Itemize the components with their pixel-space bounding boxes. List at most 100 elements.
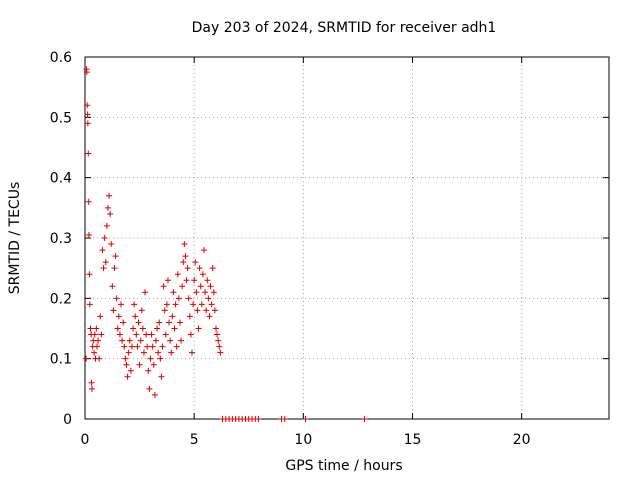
data-point <box>209 265 216 272</box>
data-point <box>168 349 175 356</box>
data-point <box>132 313 139 320</box>
data-point <box>145 367 152 374</box>
data-point <box>213 325 219 332</box>
data-point <box>162 331 169 338</box>
data-point <box>94 343 101 350</box>
data-point <box>121 343 128 350</box>
data-point <box>217 349 224 356</box>
data-point <box>203 307 210 314</box>
data-point <box>113 295 120 302</box>
data-point <box>109 283 116 290</box>
plot-frame <box>84 56 610 420</box>
data-point <box>88 385 95 392</box>
data-point <box>171 325 178 332</box>
data-point <box>103 222 110 229</box>
data-point <box>151 391 158 398</box>
data-point <box>95 337 102 344</box>
data-point <box>198 301 205 308</box>
data-point <box>202 289 209 296</box>
data-point <box>127 367 134 374</box>
data-point <box>205 295 212 302</box>
data-point <box>124 373 131 380</box>
data-point <box>157 355 164 362</box>
data-point <box>190 301 197 308</box>
data-point <box>159 343 166 350</box>
grid-lines <box>85 57 609 419</box>
data-point <box>200 247 207 254</box>
data-point <box>216 343 223 350</box>
data-point <box>281 416 288 422</box>
data-point <box>214 331 221 338</box>
data-point <box>188 349 195 356</box>
data-point <box>215 337 222 344</box>
x-tick-label: 10 <box>294 432 312 448</box>
data-point <box>97 313 104 320</box>
data-point <box>100 265 107 272</box>
y-tick-label: 0.1 <box>50 352 72 368</box>
data-point <box>150 361 157 368</box>
data-point <box>160 283 167 290</box>
data-point <box>179 283 186 290</box>
data-point <box>176 319 183 326</box>
data-point <box>84 120 91 127</box>
data-point <box>149 343 156 350</box>
data-point <box>191 277 198 284</box>
data-points <box>83 66 368 422</box>
x-tick-label: 15 <box>404 432 422 448</box>
data-point <box>187 331 194 338</box>
data-point <box>302 416 309 422</box>
data-point <box>128 343 135 350</box>
data-point <box>146 385 153 392</box>
data-point <box>133 331 140 338</box>
data-point <box>142 289 149 296</box>
data-point <box>204 277 211 284</box>
data-point <box>119 337 126 344</box>
data-point <box>174 271 181 278</box>
data-point <box>86 271 93 278</box>
data-point <box>183 277 190 284</box>
data-point <box>196 265 203 272</box>
data-point <box>83 355 90 362</box>
data-point <box>154 325 161 332</box>
data-point <box>194 307 201 314</box>
y-tick-label: 0 <box>63 412 72 428</box>
data-point <box>101 235 108 241</box>
y-tick-label: 0.3 <box>50 231 72 247</box>
data-point <box>169 313 176 320</box>
data-point <box>167 337 174 344</box>
data-point <box>361 416 368 422</box>
data-point <box>161 307 168 314</box>
data-point <box>139 325 146 332</box>
data-point <box>120 319 127 326</box>
data-point <box>112 253 119 260</box>
data-point <box>140 349 147 356</box>
data-point <box>118 301 125 308</box>
data-point <box>143 331 150 338</box>
x-tick-label: 20 <box>513 432 531 448</box>
data-point <box>86 301 93 308</box>
data-point <box>114 325 121 332</box>
data-point <box>85 198 92 205</box>
data-point <box>184 265 191 272</box>
data-point <box>173 343 180 350</box>
data-point <box>181 241 188 248</box>
data-point <box>110 307 117 314</box>
x-axis-ticks: 0 5 10 15 20 <box>81 57 531 448</box>
data-point <box>104 204 111 211</box>
data-point <box>102 259 109 266</box>
data-point <box>195 325 202 332</box>
data-point <box>180 259 187 266</box>
data-point <box>138 307 145 314</box>
data-point <box>164 277 171 284</box>
data-point <box>206 313 213 320</box>
data-point <box>98 331 105 338</box>
x-tick-label: 0 <box>81 432 90 448</box>
data-point <box>182 253 189 260</box>
data-point <box>158 373 165 380</box>
data-point <box>123 361 130 368</box>
data-point <box>163 301 170 308</box>
data-point <box>125 349 132 356</box>
data-point <box>108 241 115 248</box>
data-point <box>84 111 91 118</box>
